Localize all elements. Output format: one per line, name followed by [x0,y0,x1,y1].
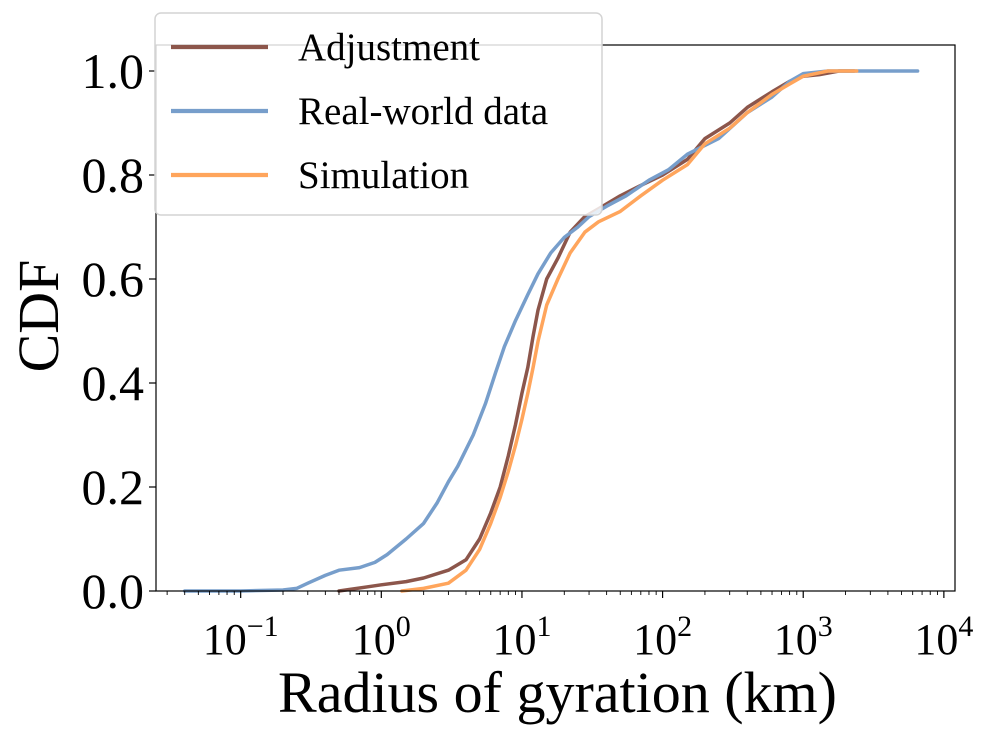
x-tick-exponent: 0 [396,610,411,643]
x-tick-label: 103 [774,610,833,664]
y-tick-label: 0.0 [82,563,145,619]
legend: Adjustment Real-world data Simulation [154,12,603,216]
x-tick-base: 10 [203,615,247,664]
x-tick-base: 10 [352,615,396,664]
x-tick-label: 101 [492,610,551,664]
x-axis-label: Radius of gyration (km) [278,660,837,725]
series-lines [182,69,920,593]
y-tick-label: 0.4 [82,355,145,411]
x-tick-label: 100 [352,610,411,664]
x-tick-exponent: −1 [247,610,279,643]
x-tick-base: 10 [774,615,818,664]
x-tick-base: 10 [633,615,677,664]
y-tick-label: 0.6 [82,251,145,307]
y-tick-label: 0.2 [82,459,145,515]
legend-box [154,12,603,216]
legend-label-0: Adjustment [298,26,480,69]
series-line-2 [400,69,859,593]
x-tick-exponent: 3 [818,610,833,643]
series-line-0 [337,69,856,593]
x-tick-exponent: 4 [958,610,973,643]
y-axis-ticks: 0.0 0.2 0.4 0.6 0.8 1.0 [82,43,156,619]
x-tick-label: 102 [633,610,692,664]
series-line-1 [182,69,920,593]
x-axis-ticks: 10−1 100 101 102 103 104 [166,591,973,664]
y-tick-label: 0.8 [82,147,145,203]
legend-label-1: Real-world data [298,90,548,133]
x-tick-label: 104 [914,610,973,664]
y-tick-label: 1.0 [82,43,145,99]
x-tick-exponent: 1 [536,610,551,643]
y-axis-label: CDF [6,260,71,373]
x-tick-base: 10 [914,615,958,664]
x-tick-exponent: 2 [677,610,692,643]
legend-label-2: Simulation [298,154,469,197]
x-tick-label: 10−1 [203,610,279,664]
x-tick-base: 10 [492,615,536,664]
